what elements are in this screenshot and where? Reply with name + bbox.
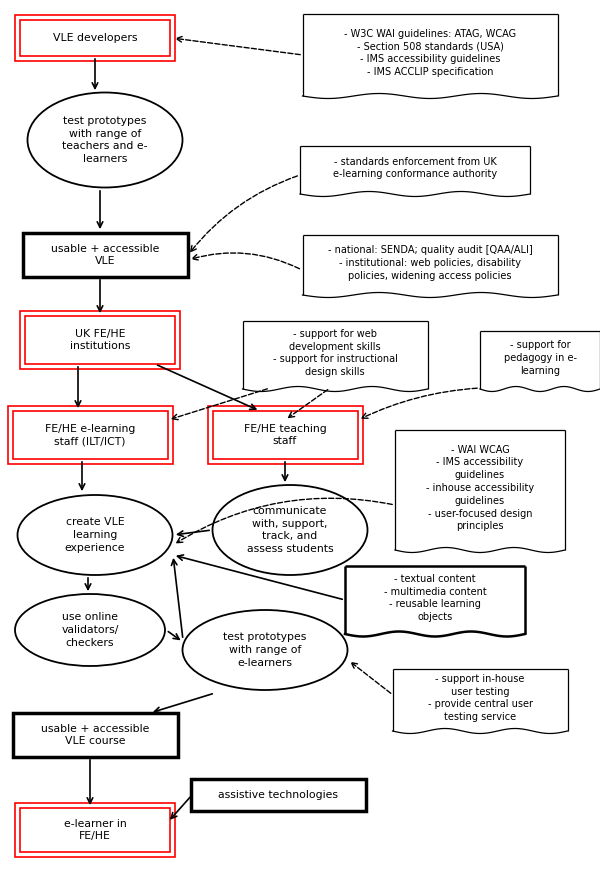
Text: - W3C WAI guidelines: ATAG, WCAG
- Section 508 standards (USA)
- IMS accessibili: - W3C WAI guidelines: ATAG, WCAG - Secti… xyxy=(344,29,516,78)
FancyBboxPatch shape xyxy=(13,713,178,757)
FancyBboxPatch shape xyxy=(191,779,365,811)
Text: FE/HE teaching
staff: FE/HE teaching staff xyxy=(244,423,326,447)
Text: FE/HE e-learning
staff (ILT/ICT): FE/HE e-learning staff (ILT/ICT) xyxy=(45,423,135,447)
FancyBboxPatch shape xyxy=(15,803,175,857)
Text: use online
validators/
checkers: use online validators/ checkers xyxy=(61,612,119,648)
Text: usable + accessible
VLE: usable + accessible VLE xyxy=(51,244,159,267)
FancyBboxPatch shape xyxy=(25,316,175,364)
FancyBboxPatch shape xyxy=(20,20,170,56)
Ellipse shape xyxy=(28,92,182,187)
FancyBboxPatch shape xyxy=(23,233,187,277)
Text: - textual content
- multimedia content
- reusable learning
objects: - textual content - multimedia content -… xyxy=(383,574,487,622)
Text: e-learner in
FE/HE: e-learner in FE/HE xyxy=(64,819,127,841)
Text: UK FE/HE
institutions: UK FE/HE institutions xyxy=(70,328,130,351)
Text: - standards enforcement from UK
e-learning conformance authority: - standards enforcement from UK e-learni… xyxy=(333,157,497,179)
FancyBboxPatch shape xyxy=(7,406,173,464)
FancyBboxPatch shape xyxy=(13,411,167,459)
Ellipse shape xyxy=(17,495,173,575)
FancyBboxPatch shape xyxy=(20,311,180,369)
Text: communicate
with, support,
track, and
assess students: communicate with, support, track, and as… xyxy=(247,506,334,554)
Text: - support for web
development skills
- support for instructional
design skills: - support for web development skills - s… xyxy=(272,328,397,377)
Text: - WAI WCAG
- IMS accessibility
guidelines
- inhouse accessibility
guidelines
- u: - WAI WCAG - IMS accessibility guideline… xyxy=(426,444,534,531)
Text: - national: SENDA; quality audit [QAA/ALI]
- institutional: web policies, disabi: - national: SENDA; quality audit [QAA/AL… xyxy=(328,246,532,280)
Ellipse shape xyxy=(182,610,347,690)
Text: assistive technologies: assistive technologies xyxy=(218,790,338,800)
FancyBboxPatch shape xyxy=(20,808,170,852)
Text: test prototypes
with range of
teachers and e-
learners: test prototypes with range of teachers a… xyxy=(62,116,148,165)
Text: create VLE
learning
experience: create VLE learning experience xyxy=(65,517,125,553)
Text: - support in-house
user testing
- provide central user
testing service: - support in-house user testing - provid… xyxy=(427,674,533,722)
Text: - support for
pedagogy in e-
learning: - support for pedagogy in e- learning xyxy=(503,341,577,375)
Text: VLE developers: VLE developers xyxy=(53,33,137,43)
FancyBboxPatch shape xyxy=(15,15,175,61)
Text: test prototypes
with range of
e-learners: test prototypes with range of e-learners xyxy=(223,632,307,668)
FancyBboxPatch shape xyxy=(208,406,362,464)
Ellipse shape xyxy=(15,594,165,666)
Ellipse shape xyxy=(212,485,367,575)
Text: usable + accessible
VLE course: usable + accessible VLE course xyxy=(41,724,149,746)
FancyBboxPatch shape xyxy=(212,411,358,459)
